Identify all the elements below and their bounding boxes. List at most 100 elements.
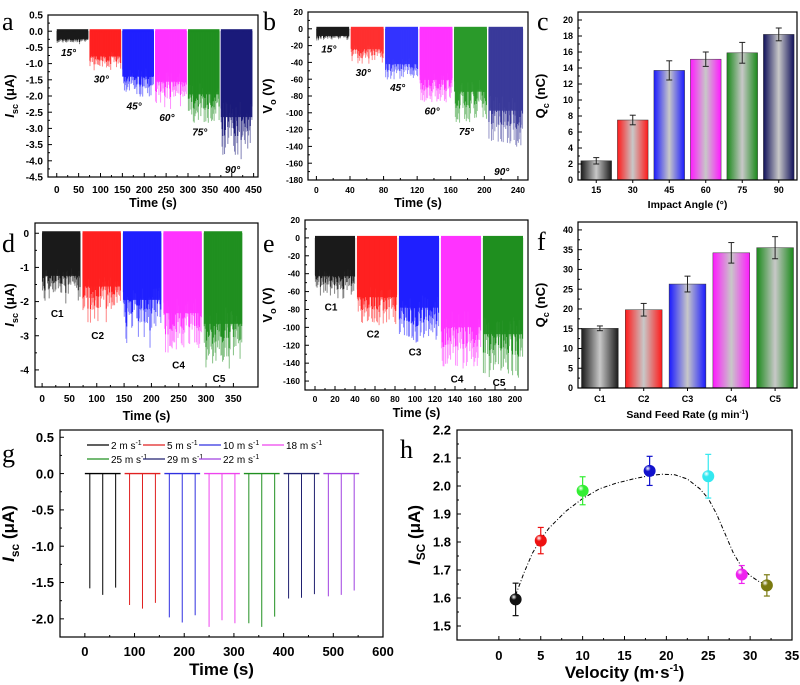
plot-frame — [577, 11, 798, 181]
signal-fill — [163, 233, 202, 314]
plot-frame — [34, 222, 259, 388]
x-tick-label: 35 — [785, 648, 799, 663]
y-tick-label: 1.8 — [433, 535, 451, 550]
baseline-band — [488, 26, 523, 30]
baseline-band — [155, 29, 187, 33]
y-tick-label: -1.5 — [26, 75, 44, 86]
baseline-band — [399, 235, 439, 239]
signal-fill — [488, 28, 523, 111]
bar-c1 — [581, 328, 619, 389]
x-tick-label: 15 — [591, 185, 601, 195]
x-tick-label: 0 — [495, 648, 502, 663]
x-tick-label: 200 — [477, 185, 491, 195]
x-tick-label: 500 — [322, 644, 344, 659]
bar-45 — [653, 70, 685, 181]
data-point — [576, 484, 589, 497]
legend-sup: -1 — [253, 454, 259, 461]
legend-sup: -1 — [197, 454, 203, 461]
x-tick-label: 450 — [245, 185, 262, 196]
x-tick-label: 250 — [170, 394, 187, 405]
x-tick-label: 400 — [223, 185, 240, 196]
x-tick-label: 200 — [136, 185, 153, 196]
data-point — [643, 464, 656, 477]
signal-segment-2 — [82, 231, 121, 323]
x-axis-label-sup: -1 — [670, 663, 679, 674]
baseline-band — [454, 26, 487, 30]
segment-label: 60° — [159, 113, 175, 124]
x-tick-label: C5 — [769, 394, 781, 404]
y-tick-label: -4.5 — [26, 173, 44, 184]
panel-label: e — [263, 229, 275, 258]
y-axis-label-sub: sc — [10, 313, 20, 323]
segment-label: C4 — [172, 360, 185, 371]
series-4 — [204, 472, 240, 627]
y-tick-label: 0 — [298, 24, 303, 34]
panel-d: d C1 C2 C3 C4 C5 0 -1 -2 -3 -4 0 50 100 150 200 250 300 35… — [2, 222, 259, 423]
x-tick-label: C4 — [726, 394, 738, 404]
y-axis-label: ISC (μA) — [405, 505, 428, 565]
signal-fill — [82, 233, 121, 287]
y-tick-label: -120 — [283, 340, 300, 350]
panel-label: d — [2, 229, 15, 258]
y-axis-label-unit: (μA) — [2, 74, 17, 104]
signal-segment-3 — [385, 26, 419, 80]
y-axis-label-main: Q — [533, 317, 548, 327]
x-axis-label: Time (s) — [129, 196, 177, 210]
y-tick-label: -3.5 — [26, 140, 44, 151]
panel-c: c 15 30 45 60 75 90 0 2 4 6 8 10 12 14 16 18 20 Impact Ang… — [533, 7, 798, 211]
y-tick-label: -120 — [286, 125, 303, 135]
y-tick-label: -80 — [291, 91, 304, 101]
baseline-band — [82, 231, 121, 235]
y-axis-label-sub: sc — [10, 104, 20, 114]
y-tick-label: -4 — [20, 366, 29, 377]
series-3 — [164, 472, 201, 623]
x-tick-label: 0 — [313, 394, 318, 404]
signal-segment-3 — [398, 235, 440, 343]
y-axis-label-sub: sc — [8, 544, 22, 558]
y-tick-label: 20 — [563, 304, 573, 314]
segment-label: 75° — [459, 127, 475, 138]
y-tick-label: -4.0 — [26, 156, 44, 167]
signal-fill — [357, 237, 397, 298]
y-tick-label: 0 — [295, 233, 300, 243]
x-axis-label-sup: -1 — [740, 409, 746, 416]
y-tick-label: 40 — [563, 225, 573, 235]
signal-segment-3 — [122, 231, 162, 348]
y-tick-label: -40 — [291, 57, 304, 67]
y-tick-label: 1.7 — [433, 563, 451, 578]
x-tick-label: 160 — [468, 394, 482, 404]
signal-fill — [122, 31, 154, 77]
segment-label: 75° — [192, 128, 208, 139]
segment-label: C2 — [367, 330, 380, 341]
legend-label: 25 m s-1 — [111, 454, 147, 466]
baseline-band — [441, 235, 481, 239]
legend-label: 10 m s-1 — [223, 440, 259, 452]
x-axis-label-text: Time (s) — [123, 409, 171, 423]
legend-sup: -1 — [253, 440, 259, 447]
y-tick-label: -2.5 — [26, 108, 44, 119]
panel-h: h 1.5 1.6 1.7 1.8 1.9 2.0 2.1 2.2 0 5 10 15 20 25 30 35 V… — [400, 423, 799, 682]
panel-label: b — [263, 7, 276, 36]
y-axis-label-sub: SC — [414, 543, 428, 560]
y-tick-label: -3.0 — [26, 124, 44, 135]
signal-fill — [155, 31, 187, 82]
x-tick-label: 300 — [198, 394, 215, 405]
y-axis-label-main: I — [0, 556, 18, 562]
x-axis-label-text: Time (s) — [189, 660, 254, 679]
segment-label: 60° — [424, 107, 440, 118]
legend-text: 5 m s — [167, 441, 191, 452]
segment-label: 30° — [94, 75, 110, 86]
y-tick-label: 30 — [563, 265, 573, 275]
y-axis-label-sub: c — [541, 103, 551, 108]
plot-area — [314, 235, 524, 378]
y-axis-label: Isc (μA) — [0, 505, 22, 562]
signal-segment-6 — [488, 26, 524, 147]
segment-label: 15° — [61, 48, 77, 59]
baseline-band — [316, 26, 350, 30]
x-tick-label: 0 — [81, 644, 88, 659]
y-tick-label: 18 — [563, 31, 573, 41]
x-tick-label: 240 — [511, 185, 525, 195]
y-tick-label: 20 — [294, 7, 304, 17]
legend-text: 10 m s — [223, 441, 253, 452]
